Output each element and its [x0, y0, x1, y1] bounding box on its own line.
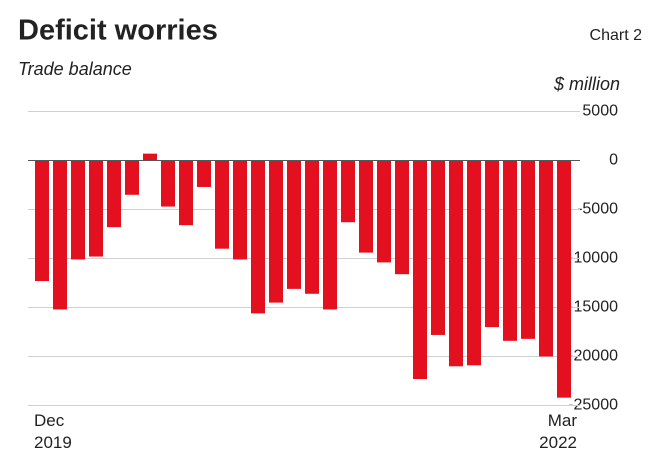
bar	[125, 160, 139, 195]
bar	[395, 160, 409, 275]
y-tick-label: -25000	[568, 397, 618, 414]
bar	[251, 160, 265, 314]
bar	[305, 160, 319, 294]
bar	[233, 160, 247, 260]
y-axis-label: $ million	[553, 74, 620, 94]
bar	[323, 160, 337, 310]
bar	[539, 160, 553, 357]
bar	[197, 160, 211, 187]
bar	[413, 160, 427, 380]
bar	[269, 160, 283, 303]
y-tick-label: -20000	[568, 348, 618, 365]
y-tick-label: -15000	[568, 299, 618, 316]
bar	[431, 160, 445, 335]
bar	[71, 160, 85, 260]
bar	[341, 160, 355, 223]
bar	[35, 160, 49, 282]
bar	[449, 160, 463, 367]
bar	[557, 160, 571, 398]
bar	[53, 160, 67, 310]
y-tick-label: 0	[609, 152, 618, 169]
bar	[377, 160, 391, 263]
y-tick-label: -10000	[568, 250, 618, 267]
bar	[485, 160, 499, 328]
bar	[143, 153, 157, 161]
bar	[467, 160, 481, 366]
bar	[359, 160, 373, 253]
y-tick-label: -5000	[577, 201, 618, 218]
chart-title: Deficit worries	[18, 15, 218, 47]
bar	[107, 160, 121, 228]
bar	[179, 160, 193, 226]
bar	[89, 160, 103, 257]
bar	[287, 160, 301, 289]
x-tick-label: Dec 2019	[34, 411, 72, 452]
bar	[521, 160, 535, 339]
bar	[161, 160, 175, 207]
y-tick-label: 5000	[582, 103, 618, 120]
x-tick-label: Mar 2022	[539, 411, 577, 452]
bar	[503, 160, 517, 341]
chart-label: Chart 2	[590, 27, 643, 44]
bar	[215, 160, 229, 249]
chart-subtitle: Trade balance	[18, 59, 132, 79]
